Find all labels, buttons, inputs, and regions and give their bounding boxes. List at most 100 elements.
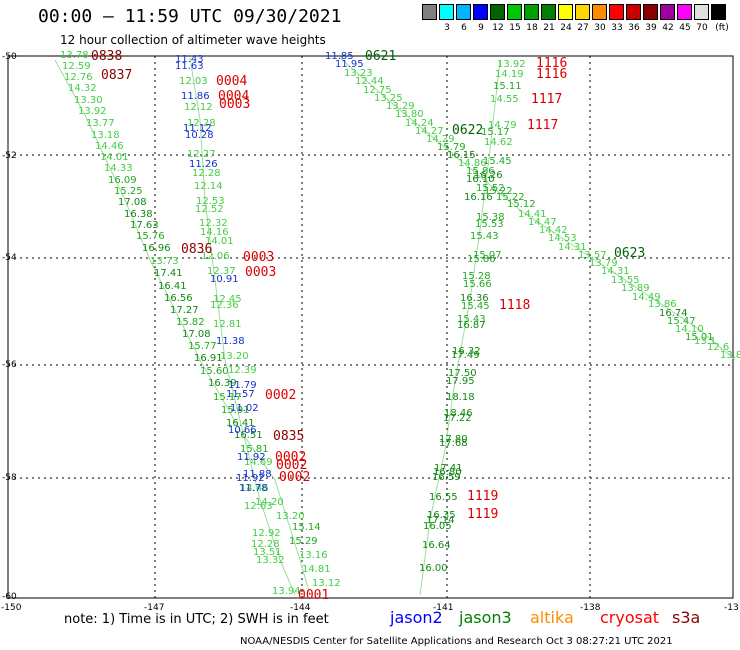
swh-value: 11.88	[243, 469, 272, 480]
track-line	[189, 57, 296, 596]
swh-value: 13.78	[60, 50, 89, 61]
swh-value: 15.12	[507, 199, 536, 210]
swh-value: 12.28	[251, 539, 280, 550]
swh-value: 13.18	[91, 130, 120, 141]
swh-value: 14.62	[484, 137, 513, 148]
swh-value: 12.44	[355, 76, 384, 87]
legend-label: 36	[628, 23, 640, 33]
swh-value: 12.37	[207, 266, 236, 277]
swh-value: 10.28	[185, 130, 214, 141]
swh-value: 16.10	[466, 174, 495, 185]
satellite-jason2: jason2	[390, 608, 443, 627]
swh-value: 15.01	[685, 332, 714, 343]
swh-value: 16.41	[158, 281, 187, 292]
lat-label: -52	[2, 151, 17, 161]
swh-value: 16.15	[447, 150, 476, 161]
swh-value: 17.95	[446, 376, 475, 387]
swh-value: 16.35	[427, 510, 456, 521]
swh-value: 17.08	[182, 329, 211, 340]
swh-value: 14.19	[495, 69, 524, 80]
swh-value: 13.23	[344, 68, 373, 79]
swh-value: 11.79	[228, 380, 257, 391]
swh-value: 13.89	[621, 283, 650, 294]
swh-value: 12.06	[201, 251, 230, 262]
swh-value: 16.39	[208, 378, 237, 389]
swh-value: 15.11	[493, 81, 522, 92]
lat-label: -58	[2, 473, 17, 483]
swh-value: 14.20	[255, 497, 284, 508]
swh-value: 11.38	[216, 336, 245, 347]
swh-value: 11.78	[239, 483, 268, 494]
swh-value: 13.80	[395, 109, 424, 120]
swh-value: 11.02	[230, 403, 259, 414]
swh-value: 13.12	[312, 578, 341, 589]
swh-value: 13.77	[86, 118, 115, 129]
swh-value: 14.47	[528, 217, 557, 228]
swh-value: 15.22	[496, 192, 525, 203]
pass-time-label: 0003	[243, 250, 275, 265]
legend-label: 24	[560, 23, 572, 33]
lat-label: -60	[2, 592, 17, 602]
footer-note: note: 1) Time is in UTC; 2) SWH is in fe…	[64, 612, 329, 627]
swh-value: 15.17	[213, 392, 242, 403]
swh-value: 17.27	[170, 305, 199, 316]
lon-label: -13	[724, 603, 739, 613]
swh-value: 17.68	[439, 438, 468, 449]
pass-time-label: 0623	[614, 246, 646, 261]
pass-time-label: 0621	[365, 49, 397, 64]
swh-value: 13.79	[589, 258, 618, 269]
swh-value: 12.27	[187, 149, 216, 160]
pass-time-label: 0003	[219, 97, 251, 112]
lon-label: -150	[1, 603, 22, 613]
swh-value: 12.59	[62, 61, 91, 72]
swh-value: 16.38	[124, 209, 153, 220]
legend-label: 30	[594, 23, 606, 33]
swh-value: 14.32	[68, 83, 97, 94]
swh-value: 15.60	[200, 366, 229, 377]
legend-label: 27	[577, 23, 589, 33]
legend-label: 12	[492, 23, 504, 33]
swh-value: 16.41	[226, 418, 255, 429]
swh-value: 12.39	[228, 365, 257, 376]
legend-label: 9	[478, 23, 484, 33]
swh-value: 15.17	[481, 127, 510, 138]
pass-time-label: 0002	[265, 388, 297, 403]
swh-value: 15.76	[136, 231, 165, 242]
legend-swatch	[592, 4, 607, 20]
swh-value: 13.87	[720, 350, 740, 361]
swh-value: 14.42	[539, 225, 568, 236]
swh-value: 14.01	[100, 152, 129, 163]
swh-value: 16.26	[474, 170, 503, 181]
legend-label: 15	[509, 23, 521, 33]
lon-label: -138	[580, 603, 601, 613]
swh-value: 17.08	[118, 197, 147, 208]
pass-time-label: 0002	[275, 450, 307, 465]
swh-value: 16.74	[659, 308, 688, 319]
swh-value: 16.51	[234, 430, 263, 441]
satellite-s3a: s3a	[672, 608, 701, 627]
legend-swatch	[541, 4, 556, 20]
legend-swatch	[609, 4, 624, 20]
legend-swatch	[643, 4, 658, 20]
swh-value: 11.43	[175, 54, 204, 65]
legend-label: 18	[526, 23, 538, 33]
swh-value: 16.64	[422, 540, 451, 551]
swh-value: 16.59	[432, 472, 461, 483]
swh-value: 11.92	[237, 452, 266, 463]
swh-value: 17.50	[448, 368, 477, 379]
legend-label: 21	[543, 23, 555, 33]
pass-time-label: 0001	[298, 588, 330, 603]
swh-value: 15.86	[467, 254, 496, 265]
swh-value: 15.53	[475, 219, 504, 230]
swh-value: 14.31	[558, 242, 587, 253]
swh-value: 13.25	[374, 93, 403, 104]
swh-value: 11.26	[189, 159, 218, 170]
swh-value: 10.66	[228, 425, 257, 436]
pass-time-label: 1116	[536, 67, 568, 82]
swh-value: 15.81	[240, 444, 269, 455]
pass-time-label: 0622	[452, 123, 484, 138]
swh-value: 16.55	[429, 492, 458, 503]
swh-value: 11.86	[181, 91, 210, 102]
swh-value: 11.85	[325, 51, 354, 62]
